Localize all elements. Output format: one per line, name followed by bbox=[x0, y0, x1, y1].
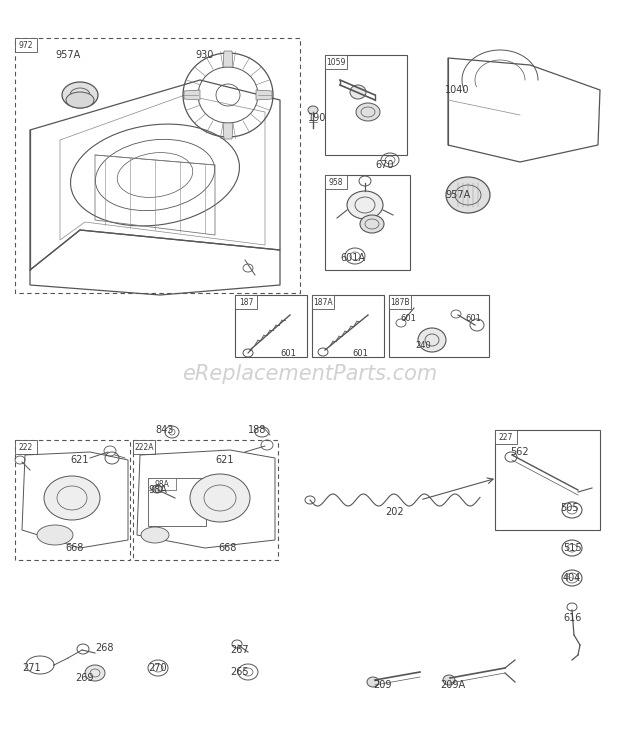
Text: 190: 190 bbox=[308, 113, 326, 123]
Bar bbox=[495, 430, 517, 444]
Text: 404: 404 bbox=[563, 573, 582, 583]
Text: 972: 972 bbox=[19, 40, 33, 50]
Ellipse shape bbox=[360, 215, 384, 233]
Ellipse shape bbox=[66, 92, 94, 108]
Text: 98A: 98A bbox=[154, 479, 169, 489]
Text: 222: 222 bbox=[19, 443, 33, 452]
Polygon shape bbox=[184, 90, 200, 100]
Bar bbox=[325, 175, 410, 270]
Text: 957A: 957A bbox=[445, 190, 470, 200]
Text: 98A: 98A bbox=[148, 485, 167, 495]
Text: 265: 265 bbox=[230, 667, 249, 677]
Text: 958: 958 bbox=[329, 178, 343, 187]
Text: 227: 227 bbox=[499, 432, 513, 441]
Bar bbox=[495, 430, 600, 530]
Text: 268: 268 bbox=[95, 643, 113, 653]
Bar bbox=[15, 38, 37, 52]
Text: 843: 843 bbox=[155, 425, 174, 435]
Bar bbox=[325, 175, 347, 189]
Bar bbox=[312, 295, 384, 357]
Text: 601: 601 bbox=[280, 348, 296, 358]
Text: 668: 668 bbox=[218, 543, 236, 553]
Bar bbox=[312, 295, 334, 309]
Text: 515: 515 bbox=[563, 543, 582, 553]
Text: 188: 188 bbox=[248, 425, 267, 435]
Text: 562: 562 bbox=[510, 447, 529, 457]
Text: 270: 270 bbox=[148, 663, 167, 673]
Text: 269: 269 bbox=[75, 673, 94, 683]
Text: 222A: 222A bbox=[135, 443, 154, 452]
Text: 187A: 187A bbox=[313, 298, 333, 307]
Text: 601: 601 bbox=[400, 313, 416, 322]
Ellipse shape bbox=[350, 85, 366, 99]
Ellipse shape bbox=[85, 665, 105, 681]
Text: 505: 505 bbox=[560, 503, 578, 513]
Bar bbox=[15, 38, 300, 293]
Text: 1040: 1040 bbox=[445, 85, 469, 95]
Text: 601: 601 bbox=[465, 313, 481, 322]
Ellipse shape bbox=[308, 106, 318, 114]
Text: 267: 267 bbox=[230, 645, 249, 655]
Bar bbox=[148, 478, 206, 526]
Text: 187B: 187B bbox=[390, 298, 410, 307]
Bar bbox=[235, 295, 307, 357]
Text: 209: 209 bbox=[373, 680, 391, 690]
Bar bbox=[325, 55, 407, 155]
Text: 1059: 1059 bbox=[326, 57, 346, 66]
Ellipse shape bbox=[141, 527, 169, 543]
Text: 957A: 957A bbox=[55, 50, 80, 60]
Ellipse shape bbox=[418, 328, 446, 352]
Text: 271: 271 bbox=[22, 663, 41, 673]
Text: 601: 601 bbox=[352, 348, 368, 358]
Bar bbox=[235, 295, 257, 309]
Text: 670: 670 bbox=[375, 160, 394, 170]
Bar bbox=[148, 478, 176, 490]
Text: 601A: 601A bbox=[340, 253, 365, 263]
Bar bbox=[325, 55, 347, 69]
Ellipse shape bbox=[367, 677, 379, 687]
Bar bbox=[133, 440, 278, 560]
Polygon shape bbox=[223, 51, 233, 67]
Text: 621: 621 bbox=[70, 455, 89, 465]
Ellipse shape bbox=[44, 476, 100, 520]
Ellipse shape bbox=[37, 525, 73, 545]
Bar bbox=[389, 295, 489, 357]
Text: 621: 621 bbox=[215, 455, 234, 465]
Ellipse shape bbox=[347, 191, 383, 219]
Text: 209A: 209A bbox=[440, 680, 465, 690]
Text: 240: 240 bbox=[415, 341, 431, 350]
Text: eReplacementParts.com: eReplacementParts.com bbox=[182, 364, 438, 384]
Text: 668: 668 bbox=[65, 543, 83, 553]
Ellipse shape bbox=[443, 675, 455, 685]
Ellipse shape bbox=[190, 474, 250, 522]
Ellipse shape bbox=[356, 103, 380, 121]
Text: 930: 930 bbox=[195, 50, 213, 60]
Polygon shape bbox=[223, 123, 233, 139]
Text: 187: 187 bbox=[239, 298, 253, 307]
Ellipse shape bbox=[446, 177, 490, 213]
Bar bbox=[389, 295, 411, 309]
Ellipse shape bbox=[62, 82, 98, 108]
Bar bbox=[15, 440, 130, 560]
Text: 202: 202 bbox=[385, 507, 404, 517]
Ellipse shape bbox=[152, 485, 162, 493]
Polygon shape bbox=[256, 90, 272, 100]
Bar bbox=[15, 440, 37, 454]
Bar bbox=[133, 440, 155, 454]
Text: 616: 616 bbox=[563, 613, 582, 623]
